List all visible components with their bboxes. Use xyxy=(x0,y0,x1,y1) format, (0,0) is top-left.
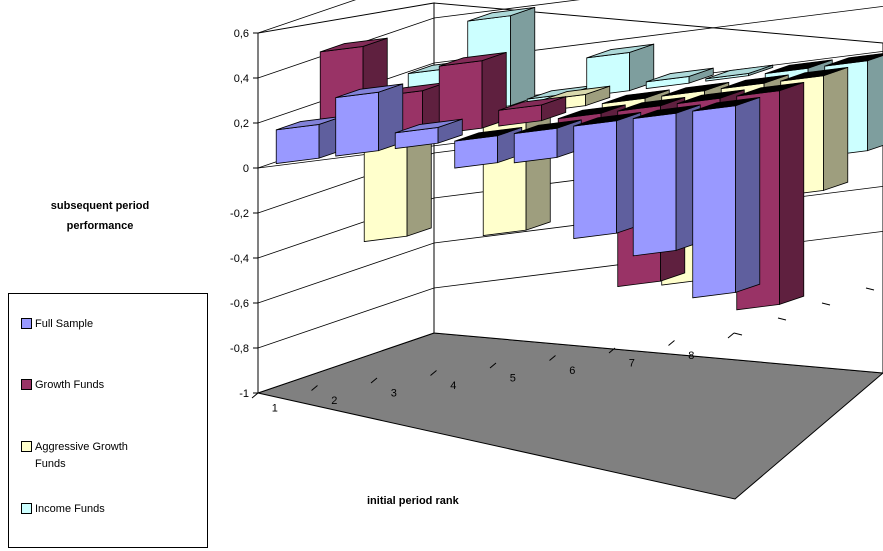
x-axis-label: initial period rank xyxy=(367,495,459,507)
x-tick-mark xyxy=(311,385,318,391)
legend-label: Growth Funds xyxy=(35,379,105,391)
x-tick-label: 5 xyxy=(510,372,516,384)
y-tick-label: 0,6 xyxy=(234,28,249,40)
bar xyxy=(645,67,714,90)
gridline xyxy=(257,0,580,79)
bar xyxy=(394,118,463,150)
y-tick-label: 0,4 xyxy=(234,73,249,85)
bar xyxy=(692,96,761,299)
x-tick-label: 1 xyxy=(272,402,278,414)
x-tick-mark xyxy=(727,332,735,339)
gridline xyxy=(257,0,357,34)
bar xyxy=(586,43,655,97)
legend-label: Aggressive Growth Funds xyxy=(35,441,128,470)
bar xyxy=(705,64,774,82)
legend-label: Income Funds xyxy=(35,503,105,515)
legend-swatch xyxy=(21,441,32,452)
y-tick-label: 0,2 xyxy=(234,118,249,130)
x-tick-mark xyxy=(668,340,675,346)
y-tick-label: -1 xyxy=(239,388,249,400)
x-tick-label: 6 xyxy=(569,365,575,377)
x-tick-mark xyxy=(489,362,497,369)
y-tick-label: -0,4 xyxy=(230,253,249,265)
y-tick-label: -0,8 xyxy=(230,343,249,355)
legend-label: Full Sample xyxy=(35,318,94,330)
x-tick-label: 4 xyxy=(450,380,456,392)
bars xyxy=(275,6,883,311)
x-tick-mark xyxy=(370,377,378,384)
x-tick-label: 2 xyxy=(331,395,337,407)
y-axis-ticks: 0,6 0,4 0,2 0 -0,2 -0,4 -0,6 -0,8 -1 xyxy=(230,28,258,400)
z-tick-mark xyxy=(777,317,787,321)
x-tick-label: 8 xyxy=(688,350,694,362)
y-tick-label: -0,2 xyxy=(230,208,249,220)
gridline xyxy=(257,6,883,124)
bar xyxy=(498,96,567,127)
z-tick-mark xyxy=(821,302,831,306)
x-tick-label: 3 xyxy=(391,387,397,399)
legend-swatch xyxy=(21,503,32,514)
bar xyxy=(335,83,404,157)
x-tick-label: 7 xyxy=(629,357,635,369)
legend-swatch xyxy=(21,379,32,390)
x-tick-mark xyxy=(430,370,437,376)
bar xyxy=(632,104,701,257)
bar xyxy=(438,51,507,135)
x-tick-mark xyxy=(549,355,556,361)
z-tick-mark xyxy=(733,332,743,336)
x-tick-mark xyxy=(608,347,616,354)
y-tick-label: 0 xyxy=(243,163,249,175)
z-tick-mark xyxy=(865,287,875,291)
x-tick-mark xyxy=(251,392,259,399)
bar xyxy=(573,111,642,240)
legend: Full Sample Growth Funds Aggressive Grow… xyxy=(8,293,208,548)
y-tick-label: -0,6 xyxy=(230,298,249,310)
x-axis-ticks: 1 2 3 4 5 6 7 8 xyxy=(251,287,875,414)
legend-swatch xyxy=(21,318,32,329)
y-axis-label: subsequent period performance xyxy=(50,200,150,232)
